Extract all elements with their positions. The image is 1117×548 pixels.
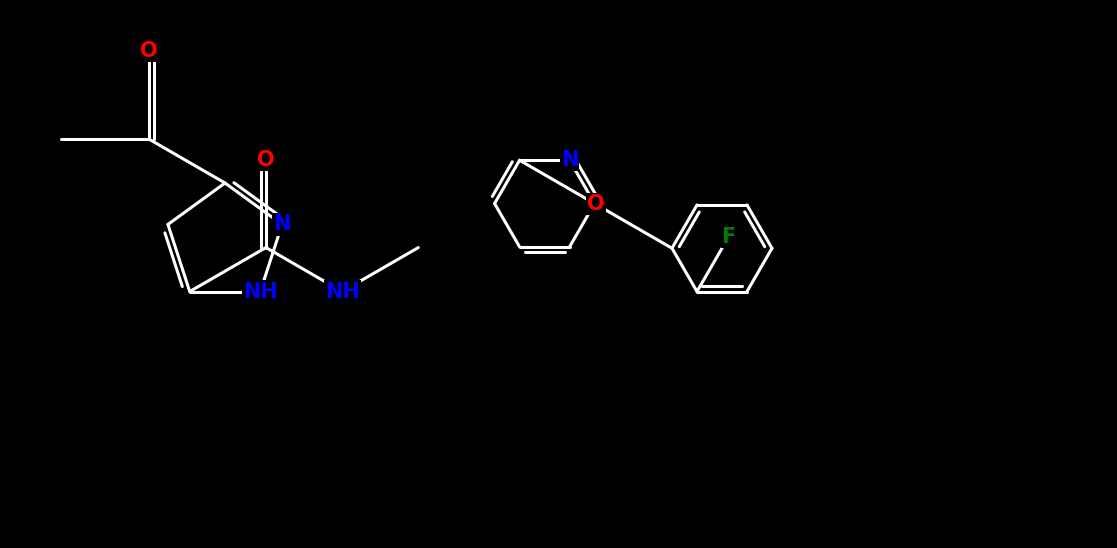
Text: O: O [140,41,157,61]
Text: O: O [586,194,604,214]
Text: NH: NH [325,282,360,301]
Text: O: O [257,150,275,169]
Text: F: F [722,227,736,247]
Text: N: N [561,150,579,170]
Text: N: N [274,214,290,235]
Text: NH: NH [242,282,278,301]
